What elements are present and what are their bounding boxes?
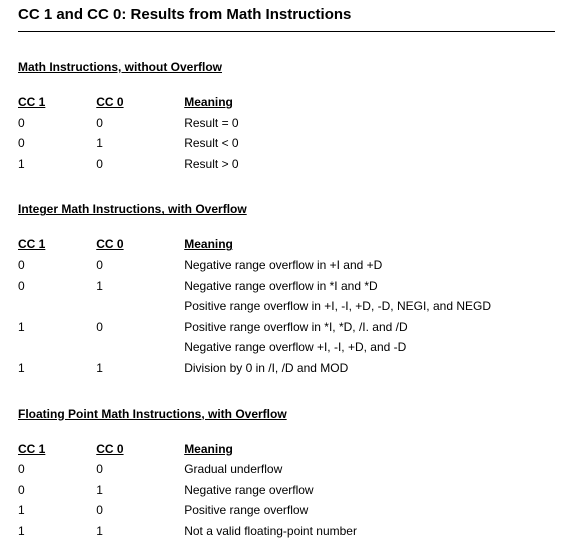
cell-cc0: 0 <box>96 459 184 480</box>
table-row: Negative range overflow +I, -I, +D, and … <box>18 337 555 358</box>
cell-cc0: 0 <box>96 154 184 175</box>
cell-meaning: Negative range overflow +I, -I, +D, and … <box>184 337 555 358</box>
cell-cc1: 0 <box>18 459 96 480</box>
table-header-row: CC 1 CC 0 Meaning <box>18 439 555 460</box>
page-title: CC 1 and CC 0: Results from Math Instruc… <box>18 6 555 23</box>
cell-cc1: 1 <box>18 317 96 338</box>
cell-cc1: 1 <box>18 521 96 542</box>
header-cc1: CC 1 <box>18 439 96 460</box>
table-row: Positive range overflow in +I, -I, +D, -… <box>18 296 555 317</box>
cell-cc1: 0 <box>18 480 96 501</box>
cell-cc0: 0 <box>96 255 184 276</box>
header-cc1: CC 1 <box>18 234 96 255</box>
header-cc1: CC 1 <box>18 92 96 113</box>
cell-meaning: Result < 0 <box>184 133 555 154</box>
table-row: 0 0 Gradual underflow <box>18 459 555 480</box>
table-row: 0 0 Result = 0 <box>18 113 555 134</box>
section-heading: Math Instructions, without Overflow <box>18 60 555 74</box>
cell-cc1: 1 <box>18 500 96 521</box>
cell-cc1: 0 <box>18 133 96 154</box>
cell-meaning: Positive range overflow <box>184 500 555 521</box>
cell-meaning: Gradual underflow <box>184 459 555 480</box>
cell-meaning: Negative range overflow <box>184 480 555 501</box>
cell-cc1: 1 <box>18 154 96 175</box>
section-heading: Integer Math Instructions, with Overflow <box>18 202 555 216</box>
header-meaning: Meaning <box>184 439 555 460</box>
cc-table-integer-overflow: CC 1 CC 0 Meaning 0 0 Negative range ove… <box>18 234 555 378</box>
section-float-overflow: Floating Point Math Instructions, with O… <box>18 407 555 542</box>
table-row: 1 0 Result > 0 <box>18 154 555 175</box>
header-cc0: CC 0 <box>96 439 184 460</box>
header-meaning: Meaning <box>184 234 555 255</box>
cell-cc1: 0 <box>18 113 96 134</box>
cell-cc0: 0 <box>96 317 184 338</box>
table-row: 0 0 Negative range overflow in +I and +D <box>18 255 555 276</box>
cell-cc0 <box>96 296 184 317</box>
cell-meaning: Not a valid floating-point number <box>184 521 555 542</box>
header-cc0: CC 0 <box>96 92 184 113</box>
cell-cc0: 0 <box>96 500 184 521</box>
cell-meaning: Division by 0 in /I, /D and MOD <box>184 358 555 379</box>
table-row: 1 1 Division by 0 in /I, /D and MOD <box>18 358 555 379</box>
cc-table-float-overflow: CC 1 CC 0 Meaning 0 0 Gradual underflow … <box>18 439 555 542</box>
cell-cc0: 1 <box>96 521 184 542</box>
cell-cc0: 1 <box>96 480 184 501</box>
header-cc0: CC 0 <box>96 234 184 255</box>
cell-meaning: Negative range overflow in *I and *D <box>184 276 555 297</box>
cell-cc1: 0 <box>18 276 96 297</box>
table-header-row: CC 1 CC 0 Meaning <box>18 92 555 113</box>
table-header-row: CC 1 CC 0 Meaning <box>18 234 555 255</box>
cell-cc0: 0 <box>96 113 184 134</box>
cc-table-no-overflow: CC 1 CC 0 Meaning 0 0 Result = 0 0 1 Res… <box>18 92 555 174</box>
cell-cc1 <box>18 296 96 317</box>
table-row: 1 1 Not a valid floating-point number <box>18 521 555 542</box>
table-row: 1 0 Positive range overflow <box>18 500 555 521</box>
cell-cc0: 1 <box>96 358 184 379</box>
cell-cc0 <box>96 337 184 358</box>
header-meaning: Meaning <box>184 92 555 113</box>
cell-meaning: Negative range overflow in +I and +D <box>184 255 555 276</box>
table-row: 0 1 Negative range overflow <box>18 480 555 501</box>
cell-cc1: 0 <box>18 255 96 276</box>
table-row: 0 1 Result < 0 <box>18 133 555 154</box>
section-integer-overflow: Integer Math Instructions, with Overflow… <box>18 202 555 378</box>
table-row: 0 1 Negative range overflow in *I and *D <box>18 276 555 297</box>
cell-meaning: Result = 0 <box>184 113 555 134</box>
cell-meaning: Result > 0 <box>184 154 555 175</box>
title-rule <box>18 31 555 32</box>
cell-cc1 <box>18 337 96 358</box>
section-heading: Floating Point Math Instructions, with O… <box>18 407 555 421</box>
cell-cc0: 1 <box>96 133 184 154</box>
cell-cc0: 1 <box>96 276 184 297</box>
cell-meaning: Positive range overflow in +I, -I, +D, -… <box>184 296 555 317</box>
cell-meaning: Positive range overflow in *I, *D, /I. a… <box>184 317 555 338</box>
cell-cc1: 1 <box>18 358 96 379</box>
table-row: 1 0 Positive range overflow in *I, *D, /… <box>18 317 555 338</box>
section-no-overflow: Math Instructions, without Overflow CC 1… <box>18 60 555 174</box>
